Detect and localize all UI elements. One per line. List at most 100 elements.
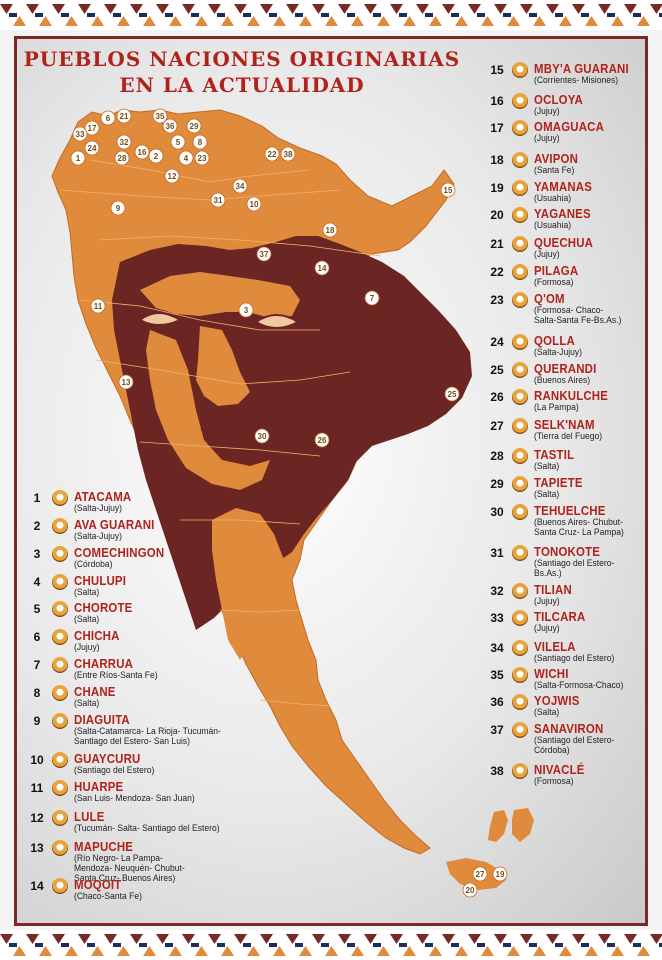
legend-item: 19 YAMANAS (Usuahia) [484,179,662,208]
legend-people-name: GUAYCURU [74,751,141,766]
emblem-icon [52,780,68,796]
map-marker-label: 26 [318,436,327,445]
emblem-icon [512,93,528,109]
legend-number: 30 [490,505,504,519]
legend-region: (Buenos Aires) [534,375,591,386]
province-lines [59,159,381,707]
legend-number: 15 [490,63,504,77]
legend-people-name: QUERANDI [534,361,597,376]
map-marker-label: 19 [496,870,505,879]
emblem-icon [512,334,528,350]
emblem-icon [512,120,528,136]
emblem-icon [512,610,528,626]
legend-people-name: AVIPON [534,151,579,166]
map-marker [314,260,330,276]
legend-number: 18 [490,153,504,167]
legend-item: 26 RANKULCHE (La Pampa) [484,388,662,417]
emblem-icon [512,236,528,252]
legend-people-name: TASTIL [534,447,575,462]
legend-region: (Santiago del Estero) [74,765,155,776]
map-marker [110,200,126,216]
legend-number: 23 [490,293,504,307]
map-marker-label: 14 [318,264,327,273]
legend-region: (Jujuy) [534,596,560,607]
legend-people-name: YOJWIS [534,693,580,708]
emblem-icon [512,545,528,561]
legend-item: 12 LULE (Tucumán- Salta- Santiago del Este… [24,809,264,838]
map-face-eye-left [138,312,183,326]
legend-people-name: ATACAMA [74,489,132,504]
legend-number: 10 [30,753,44,767]
emblem-icon [52,685,68,701]
legend-people-name: RANKULCHE [534,388,609,403]
map-marker-label: 31 [214,196,223,205]
legend-region: (Santiago del Estero- Bs.As.) [534,558,615,579]
map-marker-label: 3 [244,306,249,315]
legend-region: (Formosa- Chaco- Salta-Santa Fe-Bs.As.) [534,305,622,326]
legend-item: 13 MAPUCHE (Río Negro- La Pampa- Mendoza- … [24,839,264,884]
legend-region: (Salta) [74,587,100,598]
emblem-icon [52,629,68,645]
legend-people-name: CHARRUA [74,656,134,671]
map-malvinas-east [512,808,534,842]
legend-number: 5 [33,602,41,616]
legend-region: (Jujuy) [534,133,560,144]
legend-people-name: LULE [74,809,105,824]
legend-number: 9 [33,714,41,728]
legend-number: 34 [490,641,504,655]
emblem-icon [512,667,528,683]
emblem-icon [512,389,528,405]
legend-region: (Formosa) [534,776,574,787]
map-marker-label: 4 [184,154,189,163]
legend-item: 9 DIAGUITA (Salta-Catamarca- La Rioja- Tuc… [24,712,264,747]
map-marker [246,196,262,212]
legend-people-name: TILIAN [534,582,572,597]
legend-item: 10 GUAYCURU (Santiago del Estero) [24,751,264,780]
legend-people-name: TONOKOTE [534,544,601,559]
legend-region: (Entre Ríos-Santa Fe) [74,670,158,681]
legend-region: (Salta) [74,698,100,709]
map-marker-label: 35 [156,112,165,121]
legend-region: (Santa Fe) [534,165,575,176]
map-marker [100,110,116,126]
legend-region: (Santiago del Estero- Córdoba) [534,735,615,756]
legend-people-name: CHICHA [74,628,120,643]
title-line-1: PUEBLOS NACIONES ORIGINARIAS [23,47,461,71]
legend-item: 21 QUECHUA (Jujuy) [484,235,662,264]
legend-number: 33 [490,611,504,625]
map-marker [90,298,106,314]
legend-region: (Chaco-Santa Fe) [74,891,142,902]
legend-people-name: MOQOIT [74,877,122,892]
legend-number: 17 [490,121,504,135]
emblem-icon [512,152,528,168]
legend-region: (Usuahia) [534,193,572,204]
legend-region: (Tierra del Fuego) [534,431,603,442]
map-marker-label: 13 [122,378,131,387]
map-marker-label: 18 [326,226,335,235]
legend-item: 22 PILAGA (Formosa) [484,263,662,292]
pattern-top [0,0,662,30]
legend-item: 31 TONOKOTE (Santiago del Estero- Bs.As.) [484,544,662,579]
map-marker-label: 22 [268,150,277,159]
map-marker-label: 9 [116,204,121,213]
legend-item: 28 TASTIL (Salta) [484,447,662,476]
legend-item: 4 CHULUPI (Salta) [24,573,264,602]
legend-item: 33 TILCARA (Jujuy) [484,609,662,638]
legend-number: 29 [490,477,504,491]
emblem-icon [512,418,528,434]
emblem-icon [52,574,68,590]
map-marker-label: 8 [198,138,203,147]
pattern-bottom [0,930,662,960]
decorative-pattern-band-bottom [0,930,662,960]
map-marker-label: 15 [444,186,453,195]
emblem-icon [52,601,68,617]
map-marker-label: 10 [250,200,259,209]
legend-people-name: DIAGUITA [74,712,130,727]
map-marker-label: 34 [236,182,245,191]
emblem-icon [512,180,528,196]
map-marker [178,150,194,166]
emblem-icon [512,292,528,308]
legend-item: 17 OMAGUACA (Jujuy) [484,119,662,148]
legend-item: 23 Q'OM (Formosa- Chaco- Salta-Santa Fe-Bs… [484,291,662,326]
emblem-icon [52,546,68,562]
